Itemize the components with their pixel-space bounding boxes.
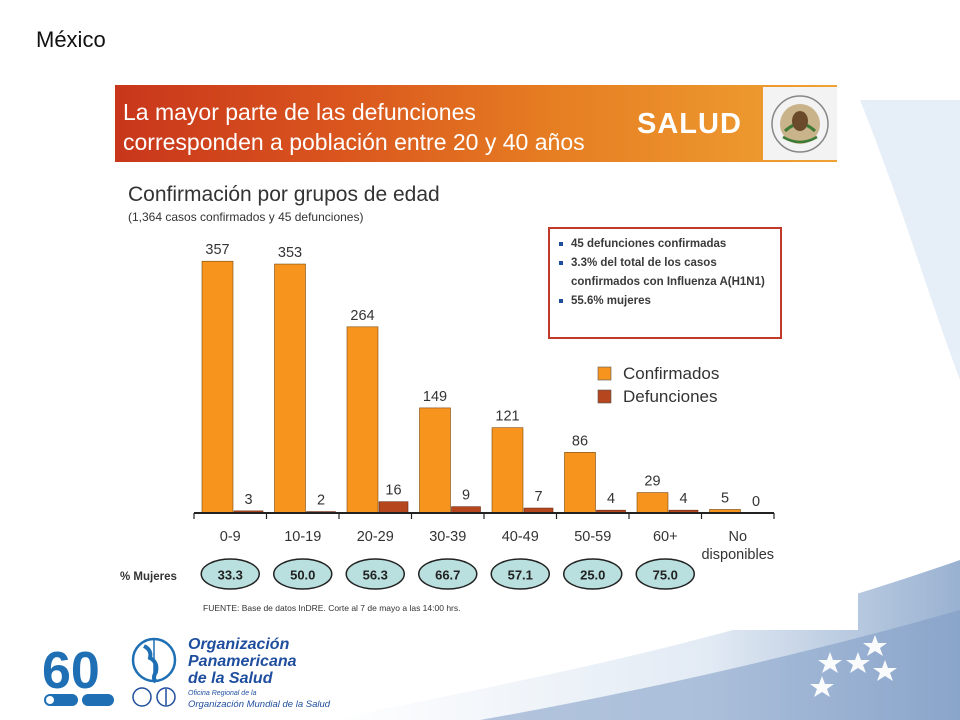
mujeres-value: 56.3 (363, 568, 388, 583)
banner-title: La mayor parte de las defunciones corres… (123, 99, 585, 155)
legend-label: Confirmados (623, 364, 719, 383)
data-label: 4 (679, 491, 687, 507)
paho-name-line3: de la Salud (188, 670, 273, 687)
note-item: 55.6% mujeres (554, 292, 774, 311)
data-label: 121 (495, 409, 519, 425)
data-label: 149 (423, 389, 447, 405)
americas-globe-icon (131, 637, 177, 684)
data-label: 0 (752, 494, 760, 510)
stars-decoration (810, 635, 897, 697)
bar-chart: 357 353 264 149 121 86 29 5 3 2 16 9 7 4 4 0 0-9 10-19 20-… (120, 242, 775, 613)
note-item: 3.3% del total de los casos confirmados … (554, 254, 774, 292)
bar-confirmados (346, 326, 379, 514)
bar-confirmados (564, 452, 596, 514)
country-title: México (36, 27, 106, 52)
category-label: 0-9 (220, 529, 241, 545)
data-label: 4 (607, 491, 615, 507)
note-item: 45 defunciones confirmadas (554, 235, 774, 254)
who-name-label: Organización Mundial de la Salud (188, 699, 331, 710)
mujeres-pill (563, 558, 623, 590)
mujeres-value: 66.7 (435, 568, 460, 583)
mujeres-value: 50.0 (290, 568, 315, 583)
mujeres-pill (490, 558, 550, 590)
data-label: 7 (534, 489, 542, 505)
data-label: 9 (462, 488, 470, 504)
data-label: 357 (205, 242, 229, 258)
data-label: 5 (721, 490, 729, 506)
who-emblem-icon (132, 687, 176, 707)
category-label: 30-39 (429, 529, 466, 545)
anniversary-number: 60 (42, 642, 100, 700)
data-label: 86 (572, 433, 588, 449)
chart-title: Confirmación por grupos de edad (128, 183, 440, 206)
data-label: 16 (385, 483, 401, 499)
bar-confirmados (274, 263, 306, 514)
mujeres-value: 75.0 (653, 568, 678, 583)
category-label: 60+ (653, 529, 678, 545)
mujeres-pill (418, 558, 478, 590)
category-label: No (728, 529, 747, 545)
legend-swatch (597, 366, 612, 381)
category-label: disponibles (701, 547, 774, 563)
slide-image: La mayor parte de las defunciones corres… (115, 85, 858, 630)
category-label: 50-59 (574, 529, 611, 545)
mujeres-pill (345, 558, 405, 590)
legend-label: Defunciones (623, 387, 718, 406)
category-label: 10-19 (284, 529, 321, 545)
notes-box: 45 defunciones confirmadas 3.3% del total… (548, 227, 782, 339)
data-label: 3 (244, 492, 252, 508)
paho-name-line1: Organización (188, 636, 290, 653)
banner: La mayor parte de las defunciones corres… (115, 85, 837, 162)
mujeres-value: 33.3 (218, 568, 243, 583)
data-label: 2 (317, 493, 325, 509)
salud-label: SALUD (637, 108, 742, 140)
mujeres-pill (635, 558, 695, 590)
notes-list: 45 defunciones confirmadas 3.3% del total… (554, 235, 774, 311)
mujeres-pill (273, 558, 333, 590)
bar-confirmados (419, 407, 451, 514)
mujeres-label: % Mujeres (120, 571, 177, 583)
mujeres-value: 25.0 (580, 568, 605, 583)
data-label: 29 (644, 474, 660, 490)
mujeres-pill (200, 558, 260, 590)
data-label: 264 (350, 308, 374, 324)
paho-name-line2: Panamericana (188, 653, 297, 670)
source-note: FUENTE: Base de datos InDRE. Corte al 7 … (203, 603, 460, 613)
mujeres-value: 57.1 (508, 568, 533, 583)
bar-defunciones (378, 501, 409, 514)
category-label: 40-49 (502, 529, 539, 545)
legend-swatch (597, 389, 612, 404)
bar-confirmados (491, 427, 524, 514)
chart-subtitle: (1,364 casos confirmados y 45 defuncione… (128, 210, 364, 224)
paho-logo: Organización Panamericana de la Salud Of… (130, 634, 330, 714)
regional-office-label: Oficina Regional de la (188, 690, 257, 697)
mexico-seal-logo (763, 87, 837, 160)
60-anniversary-logo: 60 (40, 640, 120, 710)
bar-confirmados (636, 492, 669, 514)
category-label: 20-29 (357, 529, 394, 545)
data-label: 353 (278, 245, 302, 261)
bar-confirmados (201, 260, 234, 514)
